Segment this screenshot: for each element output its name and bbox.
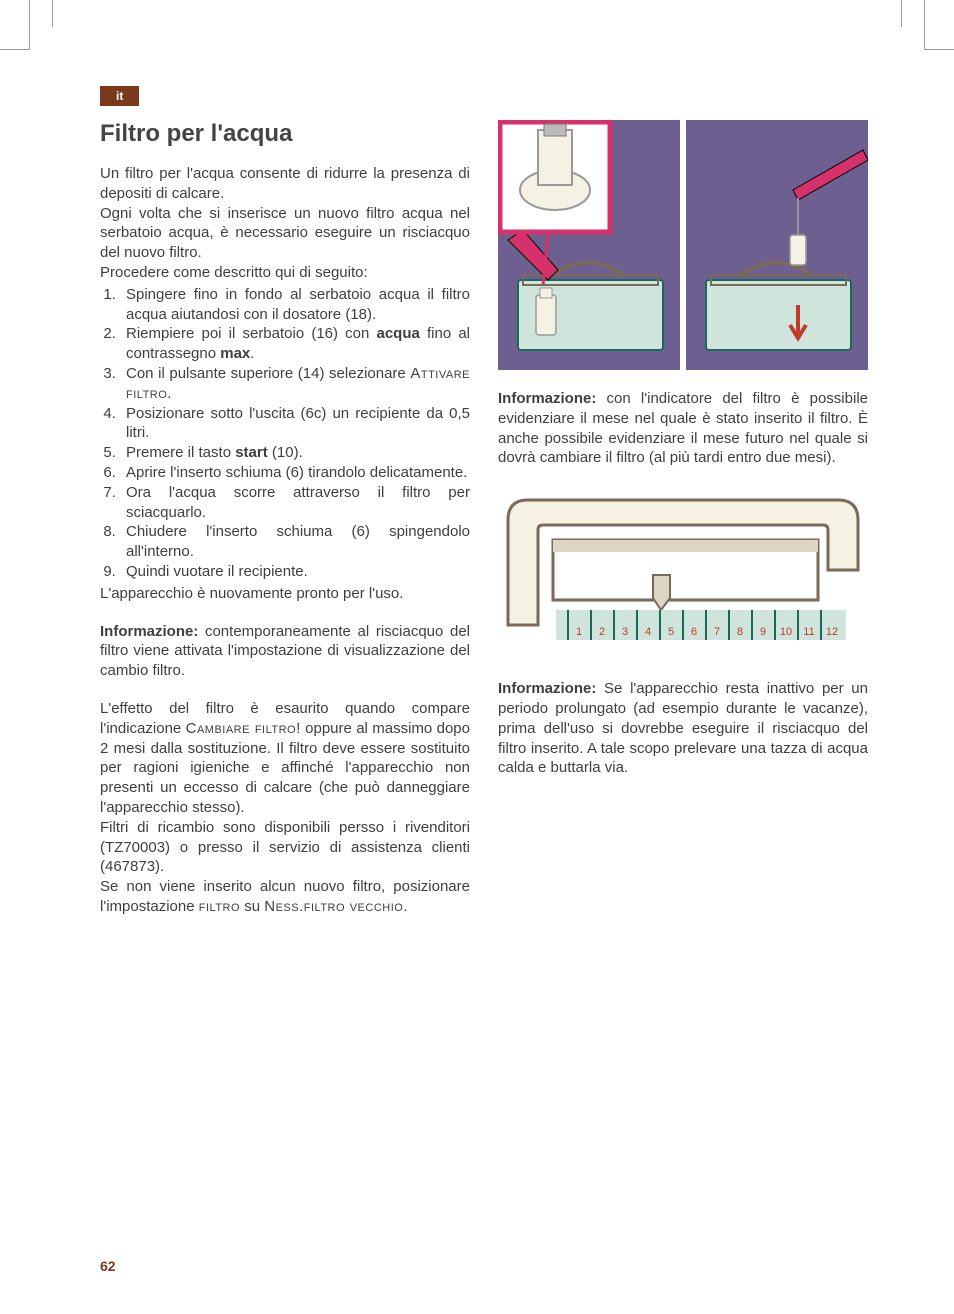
month-12: 12 — [826, 626, 838, 638]
month-11: 11 — [803, 626, 814, 638]
info-label: Informazione: — [498, 390, 596, 407]
info-label: Informazione: — [100, 623, 198, 640]
step-1: Spingere fino in fondo al serbatoio acqu… — [120, 285, 470, 325]
intro-line-1: Un filtro per l'acqua consente di ridurr… — [100, 164, 470, 204]
section-title: Filtro per l'acqua — [100, 120, 470, 148]
language-tag: it — [100, 86, 139, 106]
after-steps: L'apparecchio è nuovamente pronto per l'… — [100, 584, 470, 604]
month-6: 6 — [691, 626, 697, 638]
step-8: Chiudere l'inserto schiuma (6) spingendo… — [120, 522, 470, 562]
right-column: Informazione: con l'indicatore del filtr… — [498, 120, 868, 917]
intro-line-2: Ogni volta che si inserisce un nuovo fil… — [100, 204, 470, 263]
filter-install-figure — [498, 120, 868, 370]
page-number: 62 — [100, 1258, 116, 1274]
month-indicator-figure: 1 2 3 4 5 6 7 8 9 10 11 12 — [498, 480, 868, 660]
steps-list: Spingere fino in fondo al serbatoio acqu… — [100, 285, 470, 582]
page-content: it Filtro per l'acqua Un filtro per l'ac… — [100, 86, 870, 917]
step-2: Riempiere poi il serbatoio (16) con acqu… — [120, 324, 470, 364]
info-label: Informazione: — [498, 680, 596, 697]
left-column: Filtro per l'acqua Un filtro per l'acqua… — [100, 120, 470, 917]
step-9: Quindi vuotare il recipiente. — [120, 562, 470, 582]
month-4: 4 — [645, 626, 651, 638]
filter-effect-para: L'effetto del filtro è esaurito quando c… — [100, 699, 470, 818]
info-block-right-1: Informazione: con l'indicatore del filtr… — [498, 389, 868, 468]
month-7: 7 — [714, 626, 720, 638]
info-block-right-2: Informazione: Se l'apparecchio resta ina… — [498, 679, 868, 778]
step-4: Posizionare sotto l'uscita (6c) un recip… — [120, 404, 470, 444]
month-2: 2 — [599, 626, 605, 638]
month-10: 10 — [780, 626, 792, 638]
month-3: 3 — [622, 626, 628, 638]
step-3: Con il pulsante superiore (14) seleziona… — [120, 364, 470, 404]
intro-line-3: Procedere come descritto qui di seguito: — [100, 263, 470, 283]
info-block-1: Informazione: contemporaneamente al risc… — [100, 622, 470, 681]
no-filter-para: Se non viene inserito alcun nuovo filtro… — [100, 877, 470, 917]
spare-parts-para: Filtri di ricambio sono disponibili pers… — [100, 818, 470, 877]
two-column-layout: Filtro per l'acqua Un filtro per l'acqua… — [100, 120, 870, 917]
month-1: 1 — [576, 626, 582, 638]
step-7: Ora l'acqua scorre attraverso il filtro … — [120, 483, 470, 523]
month-8: 8 — [737, 626, 743, 638]
month-9: 9 — [760, 626, 766, 638]
month-5: 5 — [668, 626, 674, 638]
step-5: Premere il tasto start (10). — [120, 443, 470, 463]
step-6: Aprire l'inserto schiuma (6) tirandolo d… — [120, 463, 470, 483]
